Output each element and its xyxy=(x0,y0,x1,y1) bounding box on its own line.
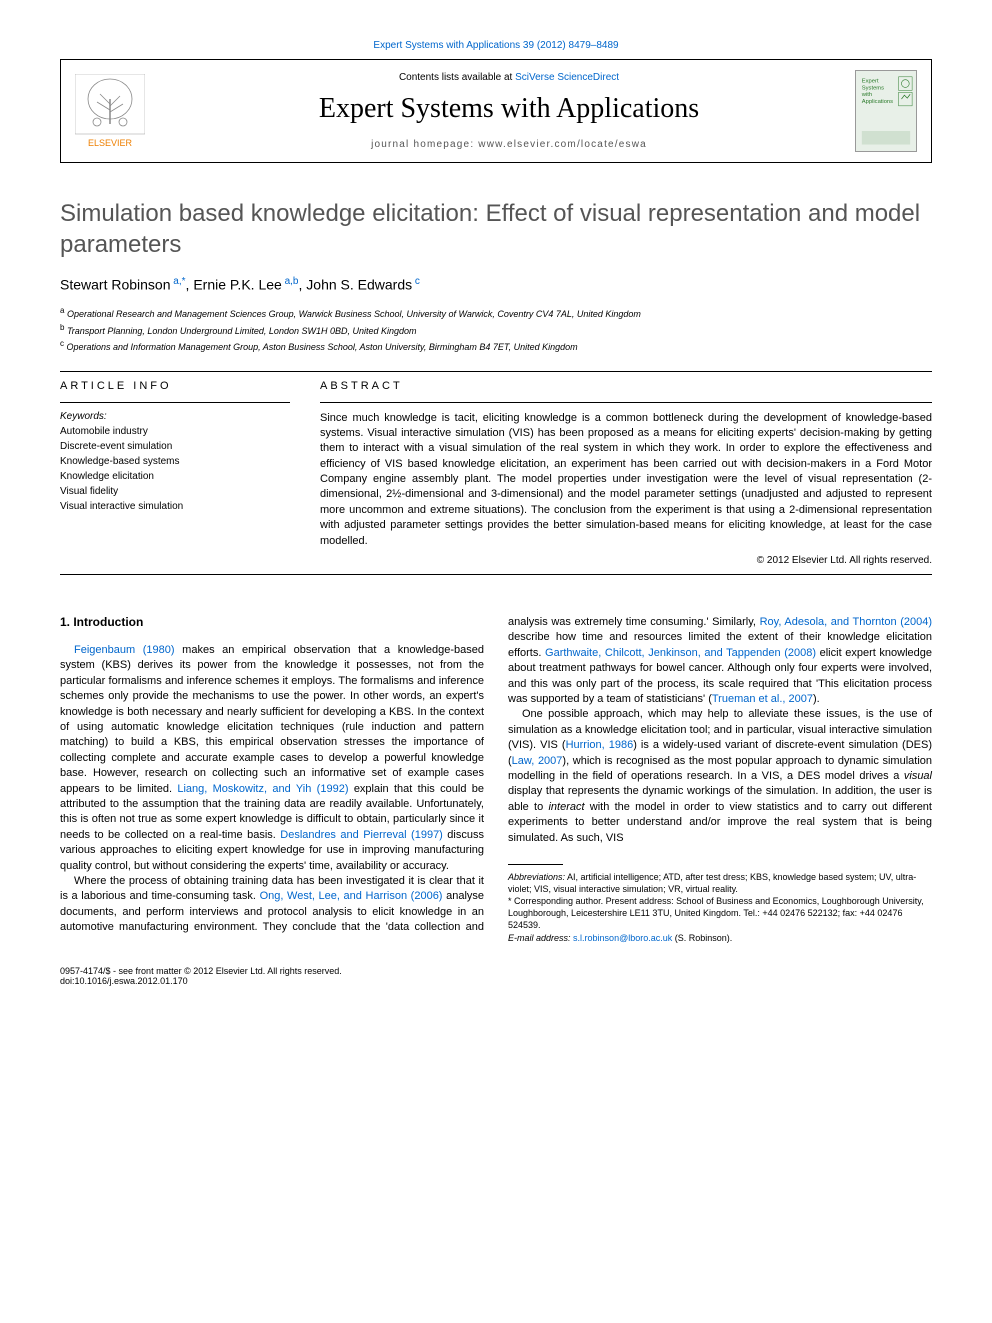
footnote-separator xyxy=(508,864,563,865)
keywords-list: Automobile industry Discrete-event simul… xyxy=(60,424,290,514)
journal-homepage: journal homepage: www.elsevier.com/locat… xyxy=(163,139,855,150)
affiliation-b: b Transport Planning, London Underground… xyxy=(60,322,932,339)
email-link[interactable]: s.l.robinson@lboro.ac.uk xyxy=(573,933,672,943)
affiliation-a: a Operational Research and Management Sc… xyxy=(60,305,932,322)
body-paragraph-3: One possible approach, which may help to… xyxy=(508,707,932,846)
citation-link[interactable]: Trueman et al., 2007 xyxy=(712,693,813,705)
article-title: Simulation based knowledge elicitation: … xyxy=(60,198,932,260)
elsevier-tree-icon: ELSEVIER xyxy=(75,74,145,149)
separator-top xyxy=(60,371,932,372)
keyword: Automobile industry xyxy=(60,424,290,439)
keyword: Knowledge-based systems xyxy=(60,454,290,469)
citation-link[interactable]: Feigenbaum (1980) xyxy=(74,644,175,656)
keyword: Discrete-event simulation xyxy=(60,439,290,454)
keyword: Visual fidelity xyxy=(60,484,290,499)
body-paragraph-1: Feigenbaum (1980) makes an empirical obs… xyxy=(60,643,484,874)
body-two-column: 1. Introduction Feigenbaum (1980) makes … xyxy=(60,615,932,944)
citation-link[interactable]: Deslandres and Pierreval (1997) xyxy=(280,829,443,841)
contents-prefix: Contents lists available at xyxy=(399,72,515,83)
author-1-affil: a, xyxy=(171,276,182,287)
keyword: Visual interactive simulation xyxy=(60,499,290,514)
corresponding-footnote: * Corresponding author. Present address:… xyxy=(508,895,932,931)
keywords-label: Keywords: xyxy=(60,411,290,422)
abstract-heading: ABSTRACT xyxy=(320,380,932,392)
italic-term: visual xyxy=(904,770,932,782)
elsevier-text: ELSEVIER xyxy=(88,138,133,148)
author-3-affil: c xyxy=(412,276,420,287)
keyword: Knowledge elicitation xyxy=(60,469,290,484)
sciencedirect-link[interactable]: SciVerse ScienceDirect xyxy=(515,72,619,83)
author-3: John S. Edwards xyxy=(306,277,412,293)
authors-line: Stewart Robinson a,*, Ernie P.K. Lee a,b… xyxy=(60,276,932,293)
citation-link[interactable]: Ong, West, Lee, and Harrison (2006) xyxy=(260,890,443,902)
abbreviations-footnote: Abbreviations: AI, artificial intelligen… xyxy=(508,871,932,895)
svg-text:Applications: Applications xyxy=(862,99,893,105)
abbrev-label: Abbreviations: xyxy=(508,872,565,882)
author-1: Stewart Robinson xyxy=(60,277,171,293)
copyright-line: © 2012 Elsevier Ltd. All rights reserved… xyxy=(320,555,932,566)
article-info-heading: ARTICLE INFO xyxy=(60,380,290,392)
abstract-column: ABSTRACT Since much knowledge is tacit, … xyxy=(320,380,932,567)
journal-reference: Expert Systems with Applications 39 (201… xyxy=(60,40,932,51)
svg-text:Systems: Systems xyxy=(862,85,884,91)
citation-link[interactable]: Law, 2007 xyxy=(512,755,563,767)
contents-list-line: Contents lists available at SciVerse Sci… xyxy=(163,72,855,83)
email-label: E-mail address: xyxy=(508,933,571,943)
affiliation-c: c Operations and Information Management … xyxy=(60,338,932,355)
journal-header: ELSEVIER Contents lists available at Sci… xyxy=(60,59,932,163)
issn-line: 0957-4174/$ - see front matter © 2012 El… xyxy=(60,966,932,976)
doi-line: doi:10.1016/j.eswa.2012.01.170 xyxy=(60,976,932,986)
citation-link[interactable]: Liang, Moskowitz, and Yih (1992) xyxy=(177,783,348,795)
separator-bottom xyxy=(60,574,932,575)
info-abstract-row: ARTICLE INFO Keywords: Automobile indust… xyxy=(60,380,932,567)
article-info-column: ARTICLE INFO Keywords: Automobile indust… xyxy=(60,380,290,567)
elsevier-logo: ELSEVIER xyxy=(75,74,145,149)
italic-term: interact xyxy=(548,801,584,813)
author-2: Ernie P.K. Lee xyxy=(193,277,281,293)
email-footnote: E-mail address: s.l.robinson@lboro.ac.uk… xyxy=(508,932,932,944)
citation-link[interactable]: Roy, Adesola, and Thornton (2004) xyxy=(760,616,932,628)
svg-text:Expert: Expert xyxy=(862,79,879,85)
info-separator xyxy=(60,402,290,403)
footnote-block: Abbreviations: AI, artificial intelligen… xyxy=(508,864,932,944)
citation-link[interactable]: Garthwaite, Chilcott, Jenkinson, and Tap… xyxy=(545,647,816,659)
journal-cover-thumbnail: Expert Systems with Applications xyxy=(855,70,917,152)
abstract-text: Since much knowledge is tacit, eliciting… xyxy=(320,411,932,550)
svg-text:with: with xyxy=(861,92,872,98)
abstract-separator xyxy=(320,402,932,403)
affiliations: a Operational Research and Management Sc… xyxy=(60,305,932,355)
page-footer: 0957-4174/$ - see front matter © 2012 El… xyxy=(60,966,932,986)
author-2-affil: a,b xyxy=(282,276,299,287)
section-1-heading: 1. Introduction xyxy=(60,615,484,629)
header-center: Contents lists available at SciVerse Sci… xyxy=(163,72,855,150)
journal-reference-link[interactable]: Expert Systems with Applications 39 (201… xyxy=(373,40,618,51)
journal-title: Expert Systems with Applications xyxy=(163,93,855,125)
citation-link[interactable]: Hurrion, 1986 xyxy=(566,739,634,751)
